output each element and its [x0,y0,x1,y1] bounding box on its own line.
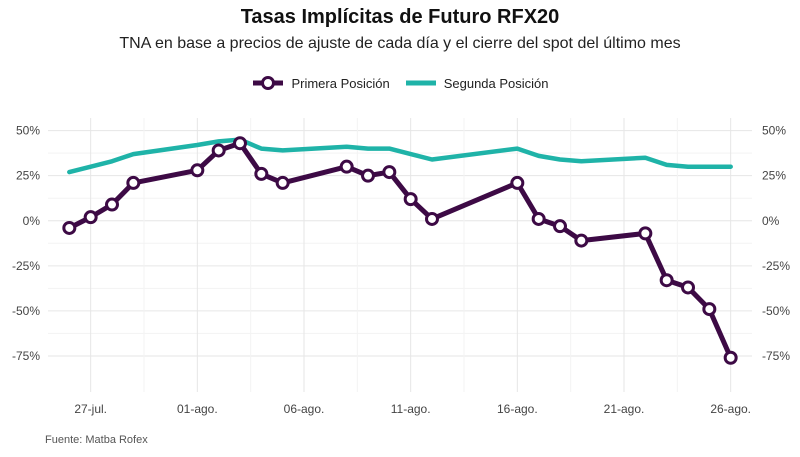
y-tick-label-left: 25% [16,169,40,183]
data-point-primera [659,273,674,288]
y-tick-label-left: -75% [12,349,40,363]
chart-title: Tasas Implícitas de Futuro RFX20 [240,6,560,28]
x-tick-label: 01-ago. [177,402,218,416]
data-point-primera [126,175,141,190]
data-point-primera [425,211,439,226]
y-tick-label-right: 0% [762,214,780,228]
legend-item-segunda: Segunda Posición [404,75,549,91]
chart-subtitle: TNA en base a precios de ajuste de cada … [119,35,681,52]
y-tick-label-right: 50% [762,124,786,138]
data-point-primera [62,220,77,235]
y-tick-label-right: -25% [762,259,790,273]
data-point-primera [638,226,653,241]
data-point-primera [531,211,546,226]
legend-item-primera: Primera Posición [251,75,390,91]
data-point-primera [574,233,589,248]
y-tick-label-left: 50% [16,124,40,138]
data-point-primera [510,175,525,190]
data-point-primera [361,168,375,183]
y-tick-label-right: -50% [762,304,790,318]
data-point-primera [723,350,738,365]
data-point-primera [382,165,397,180]
data-point-primera [702,302,717,317]
data-point-primera [553,219,567,234]
data-point-primera [339,159,354,174]
legend-label-segunda: Segunda Posición [443,75,549,91]
data-point-primera [403,192,418,207]
data-point-primera [275,175,290,190]
legend: Primera Posición Segunda Posición [0,75,800,91]
x-tick-label: 06-ago. [284,402,325,416]
legend-swatch-primera [253,76,284,90]
x-tick-label: 26-ago. [710,402,751,416]
data-point-primera [681,280,695,295]
data-point-primera [83,210,98,225]
y-tick-label-left: 0% [23,214,41,228]
data-point-primera [233,136,247,151]
y-tick-label-right: -75% [762,349,790,363]
x-tick-label: 11-ago. [391,402,431,416]
series-line-segunda [67,137,733,175]
data-point-primera [105,197,119,212]
data-point-primera [190,163,205,178]
grid [48,118,752,392]
x-tick-label: 21-ago. [604,402,645,416]
y-tick-label-left: -25% [12,259,40,273]
x-tick-label: 16-ago. [497,402,538,416]
data-point-primera [254,166,269,181]
x-tick-label: 27-jul. [74,402,107,416]
y-tick-label-left: -50% [12,304,40,318]
source-note: Fuente: Matba Rofex [45,434,148,446]
y-tick-label-right: 25% [762,169,786,183]
legend-label-primera: Primera Posición [291,75,390,91]
data-point-primera [211,143,226,158]
legend-swatch-segunda [405,80,436,86]
